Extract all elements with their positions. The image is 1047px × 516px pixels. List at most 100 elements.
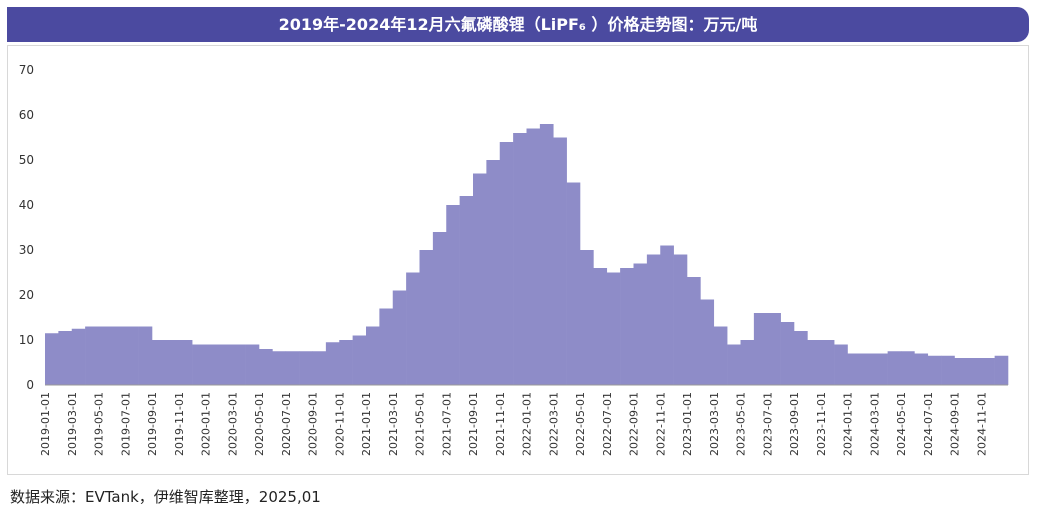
bar [325,342,340,385]
bar [740,340,755,385]
bar [646,254,661,385]
bar [566,182,581,385]
x-tick-label: 2024-07-01 [922,392,935,456]
x-tick-label: 2023-03-01 [708,392,721,456]
bar [352,335,367,385]
bar [111,326,126,385]
bar [45,333,59,385]
x-tick-label: 2019-01-01 [39,392,52,456]
bar [700,299,715,385]
x-tick-label: 2020-01-01 [200,392,213,456]
x-tick-label: 2021-09-01 [467,392,480,456]
bar [954,358,969,385]
x-tick-label: 2024-09-01 [949,392,962,456]
bar [526,128,541,385]
y-tick-label: 70 [19,63,34,77]
bar [379,308,394,385]
bar [285,351,300,385]
x-tick-label: 2023-01-01 [681,392,694,456]
bar [553,137,567,385]
bar [312,351,327,385]
bar [205,344,220,385]
x-tick-label: 2022-03-01 [547,392,560,456]
x-tick-label: 2022-05-01 [574,392,587,456]
x-tick-label: 2023-05-01 [735,392,748,456]
bar [794,331,808,385]
x-tick-label: 2020-03-01 [226,392,239,456]
x-tick-label: 2019-07-01 [119,392,132,456]
bar [513,133,527,385]
bar [687,277,701,385]
x-tick-label: 2021-01-01 [360,392,373,456]
x-tick-label: 2024-05-01 [895,392,908,456]
chart-frame [7,45,1029,475]
bar [633,263,648,385]
bar [138,326,153,385]
bar [874,353,888,385]
bar [192,344,206,385]
bar [446,205,460,385]
bar [459,196,474,385]
x-tick-label: 2021-11-01 [494,392,507,456]
bar [98,326,113,385]
bar [539,124,554,385]
bar [85,326,99,385]
bar [499,142,514,385]
x-tick-label: 2019-03-01 [66,392,79,456]
bar [339,340,353,385]
bar [392,290,407,385]
bar [366,326,380,385]
bar [152,340,166,385]
x-tick-label: 2024-01-01 [842,392,855,456]
bar [767,313,781,385]
bar [272,351,287,385]
bar [299,351,313,385]
bar [820,340,835,385]
y-tick-label: 50 [19,153,34,167]
bar [259,349,273,385]
bar [178,340,193,385]
bar [887,351,902,385]
bar [660,245,674,385]
bar [727,344,741,385]
bar [753,313,768,385]
chart-title: 2019年-2024年12月六氟磷酸锂（LiPF₆ ）价格走势图：万元/吨 [7,7,1029,42]
bar [620,268,634,385]
x-tick-label: 2021-07-01 [440,392,453,456]
bar [914,353,929,385]
x-tick-label: 2023-11-01 [815,392,828,456]
bar [593,268,608,385]
x-tick-label: 2020-11-01 [333,392,346,456]
y-tick-label: 0 [26,378,34,392]
bar [994,355,1009,385]
x-tick-label: 2022-07-01 [601,392,614,456]
bar [860,353,875,385]
x-tick-label: 2022-01-01 [521,392,534,456]
source-note: 数据来源：EVTank，伊维智库整理，2025,01 [10,488,321,506]
bar [713,326,728,385]
bar [486,160,501,385]
bar [71,328,86,385]
bar [580,250,594,385]
x-tick-label: 2024-03-01 [868,392,881,456]
bar [927,355,942,385]
bar [473,173,487,385]
bar [218,344,233,385]
bar [165,340,180,385]
bar [406,272,420,385]
bar [941,355,955,385]
x-tick-label: 2020-05-01 [253,392,266,456]
x-tick-label: 2020-09-01 [307,392,320,456]
bar [673,254,688,385]
x-tick-label: 2021-03-01 [387,392,400,456]
bar [58,331,73,385]
x-tick-label: 2019-11-01 [173,392,186,456]
bar [780,322,795,385]
bar [432,232,447,385]
x-tick-label: 2023-07-01 [761,392,774,456]
bar [967,358,982,385]
bar [125,326,139,385]
bar [834,344,848,385]
